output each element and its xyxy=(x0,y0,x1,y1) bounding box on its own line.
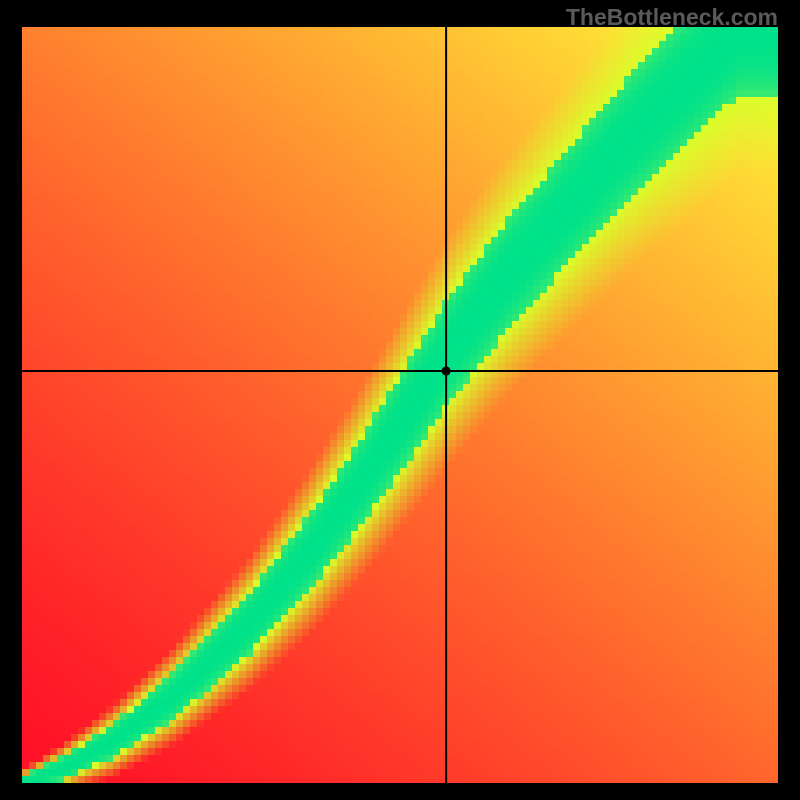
bottleneck-heatmap xyxy=(22,27,778,783)
watermark-text: TheBottleneck.com xyxy=(566,4,778,31)
chart-container: TheBottleneck.com xyxy=(0,0,800,800)
